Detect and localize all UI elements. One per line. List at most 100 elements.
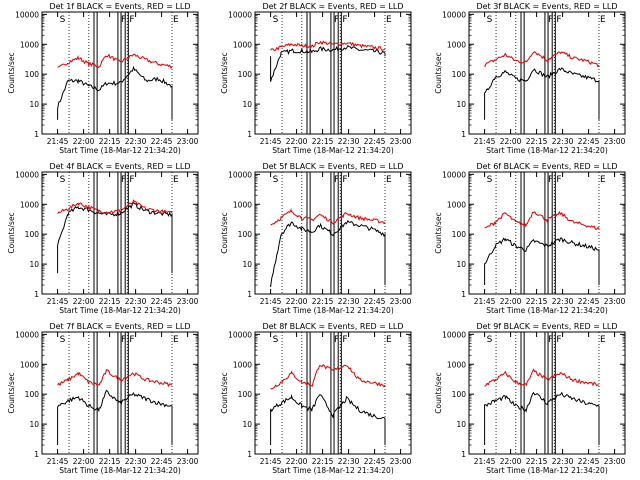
lld-series-line xyxy=(484,210,600,230)
flag-marker: S xyxy=(273,15,279,25)
y-tick-label: 10000 xyxy=(442,170,466,179)
plot-frame xyxy=(41,11,199,135)
y-tick-label: 10000 xyxy=(228,10,252,19)
x-tick-label: 22:15 xyxy=(99,457,121,466)
x-tick-label: 21:45 xyxy=(260,457,282,466)
panel-title: Det 3f BLACK = Events, RED = LLD xyxy=(476,2,617,11)
x-tick-label: 22:30 xyxy=(125,297,147,306)
panel-title: Det 4f BLACK = Events, RED = LLD xyxy=(49,162,190,171)
flag-marker: E xyxy=(173,175,179,185)
y-tick-label: 1000 xyxy=(20,40,39,49)
y-axis-label: Counts/sec xyxy=(7,212,16,253)
y-tick-label: 1 xyxy=(34,290,39,299)
flag-marker: S xyxy=(273,175,279,185)
lld-series-line xyxy=(57,369,173,388)
events-series-line xyxy=(57,65,173,120)
x-tick-label: 22:30 xyxy=(125,457,147,466)
x-tick-label: 22:30 xyxy=(552,137,574,146)
x-tick-label: 21:45 xyxy=(474,297,496,306)
x-tick-label: 22:00 xyxy=(286,137,308,146)
detector-panel-8: Det 8f BLACK = Events, RED = LLD 1 10 100 10… xyxy=(220,322,412,475)
x-tick-label: 22:15 xyxy=(526,137,548,146)
detector-panel-9: Det 9f BLACK = Events, RED = LLD 1 10 100 10… xyxy=(434,322,626,475)
x-tick-label: 23:00 xyxy=(604,137,626,146)
events-series-line xyxy=(57,201,173,274)
flag-marker: E xyxy=(600,175,606,185)
lld-series-line xyxy=(270,208,386,226)
flag-marker: S xyxy=(60,335,66,345)
events-series-line xyxy=(484,391,600,445)
y-tick-label: 10000 xyxy=(228,170,252,179)
plot-frame xyxy=(468,331,626,455)
panel-title: Det 6f BLACK = Events, RED = LLD xyxy=(476,162,617,171)
x-tick-label: 21:45 xyxy=(47,137,69,146)
panel-title: Det 7f BLACK = Events, RED = LLD xyxy=(49,322,190,331)
flag-marker: F xyxy=(548,15,553,25)
x-tick-label: 22:15 xyxy=(99,137,121,146)
lld-series-line xyxy=(484,51,600,68)
y-tick-label: 1000 xyxy=(20,200,39,209)
y-tick-label: 1000 xyxy=(233,200,252,209)
events-series-line xyxy=(270,44,386,82)
flag-marker: F xyxy=(342,175,347,185)
y-tick-label: 100 xyxy=(25,230,40,239)
x-tick-label: 22:30 xyxy=(338,297,360,306)
y-tick-label: 100 xyxy=(238,230,253,239)
y-tick-label: 10000 xyxy=(15,10,39,19)
y-tick-label: 100 xyxy=(452,390,467,399)
lld-series-line xyxy=(57,199,173,215)
flag-marker: F xyxy=(342,15,347,25)
y-tick-label: 10000 xyxy=(15,170,39,179)
x-tick-label: 22:45 xyxy=(364,137,386,146)
x-tick-label: 22:15 xyxy=(312,457,334,466)
x-tick-label: 22:15 xyxy=(99,297,121,306)
y-axis-label: Counts/sec xyxy=(220,52,229,93)
y-axis-label: Counts/sec xyxy=(220,212,229,253)
x-tick-label: 22:45 xyxy=(578,297,600,306)
x-tick-label: 22:00 xyxy=(73,297,95,306)
x-tick-label: 22:00 xyxy=(500,137,522,146)
panel-title: Det 5f BLACK = Events, RED = LLD xyxy=(262,162,403,171)
x-tick-label: 23:00 xyxy=(390,457,412,466)
x-tick-label: 23:00 xyxy=(390,137,412,146)
x-axis-label: Start Time (18-Mar-12 21:34:20) xyxy=(59,146,181,155)
x-axis-label: Start Time (18-Mar-12 21:34:20) xyxy=(486,466,608,475)
flag-marker: F xyxy=(548,175,553,185)
lld-series-line xyxy=(484,368,600,387)
y-tick-label: 1 xyxy=(247,450,252,459)
y-tick-label: 10 xyxy=(242,100,252,109)
x-tick-label: 22:15 xyxy=(312,297,334,306)
y-tick-label: 1000 xyxy=(447,40,466,49)
y-tick-label: 1 xyxy=(247,290,252,299)
detector-panel-3: Det 3f BLACK = Events, RED = LLD 1 10 100 10… xyxy=(434,2,626,155)
y-axis-label: Counts/sec xyxy=(434,212,443,253)
flag-marker: F xyxy=(548,335,553,345)
x-axis-label: Start Time (18-Mar-12 21:34:20) xyxy=(272,466,394,475)
y-tick-label: 1000 xyxy=(20,360,39,369)
flag-marker: F xyxy=(121,335,126,345)
y-tick-label: 10 xyxy=(29,420,39,429)
x-tick-label: 23:00 xyxy=(177,457,199,466)
y-tick-label: 100 xyxy=(25,70,40,79)
lld-series-line xyxy=(270,363,386,390)
y-tick-label: 1 xyxy=(34,130,39,139)
x-tick-label: 22:45 xyxy=(364,457,386,466)
x-axis-label: Start Time (18-Mar-12 21:34:20) xyxy=(486,306,608,315)
events-series-line xyxy=(270,393,386,445)
detector-panel-5: Det 5f BLACK = Events, RED = LLD 1 10 100 10… xyxy=(220,162,412,315)
plot-frame xyxy=(468,11,626,135)
x-tick-label: 23:00 xyxy=(177,297,199,306)
y-axis-label: Counts/sec xyxy=(7,372,16,413)
x-axis-label: Start Time (18-Mar-12 21:34:20) xyxy=(272,146,394,155)
plot-frame xyxy=(254,171,412,295)
flag-marker: F xyxy=(556,15,561,25)
flag-marker: F xyxy=(121,175,126,185)
y-tick-label: 10000 xyxy=(442,10,466,19)
x-tick-label: 22:00 xyxy=(500,457,522,466)
x-tick-label: 21:45 xyxy=(474,137,496,146)
plot-frame xyxy=(254,11,412,135)
plot-frame xyxy=(41,331,199,455)
flag-marker: S xyxy=(487,175,493,185)
y-tick-label: 10 xyxy=(29,260,39,269)
x-tick-label: 22:00 xyxy=(500,297,522,306)
